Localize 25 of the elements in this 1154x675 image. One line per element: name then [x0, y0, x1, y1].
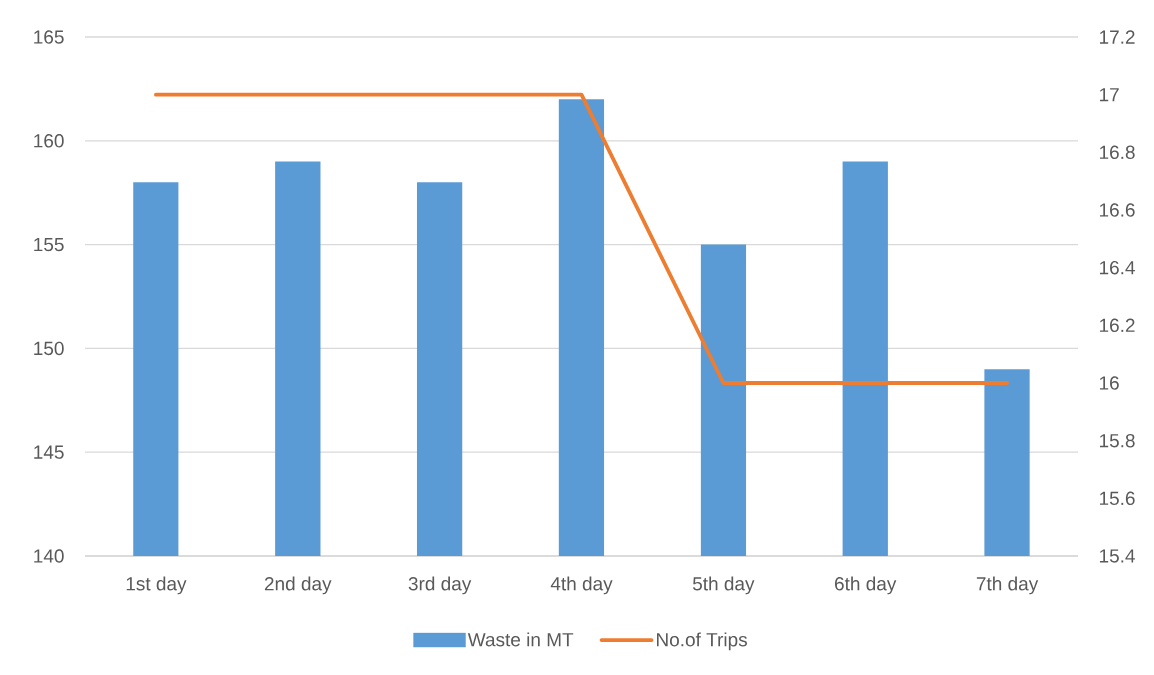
- legend-label: No.of Trips: [657, 632, 747, 651]
- y2-tick-label: 15.8: [1099, 433, 1135, 448]
- y2-tick-label: 15.4: [1099, 549, 1135, 563]
- x-tick-label: 3rd day: [408, 576, 472, 595]
- y2-tick-label: 15.6: [1099, 491, 1135, 506]
- y2-tick-label: 16.6: [1099, 203, 1135, 217]
- y-tick-label: 165: [34, 30, 64, 44]
- legend-label: Waste in MT: [467, 632, 574, 647]
- y2-tick-label: 16.2: [1099, 318, 1135, 333]
- x-tick-label: 1st day: [126, 576, 187, 595]
- x-tick-label: 2nd day: [264, 576, 332, 595]
- y-tick-label: 155: [34, 237, 64, 252]
- y2-tick-label: 17.2: [1099, 30, 1135, 44]
- y2-tick-label: 16: [1099, 376, 1119, 390]
- x-tick-label: 4th day: [550, 576, 613, 595]
- x-tick-label: 7th day: [976, 576, 1039, 595]
- x-tick-label: 6th day: [835, 576, 897, 595]
- x-tick-label: 5th day: [692, 576, 755, 595]
- y-tick-label: 150: [34, 341, 64, 356]
- y-tick-label: 160: [34, 134, 64, 148]
- y2-tick-label: 16.8: [1099, 145, 1135, 160]
- y2-tick-label: 17: [1099, 88, 1119, 102]
- y-tick-label: 140: [34, 549, 64, 563]
- y-tick-label: 145: [34, 445, 64, 459]
- y2-tick-label: 16.4: [1099, 260, 1135, 275]
